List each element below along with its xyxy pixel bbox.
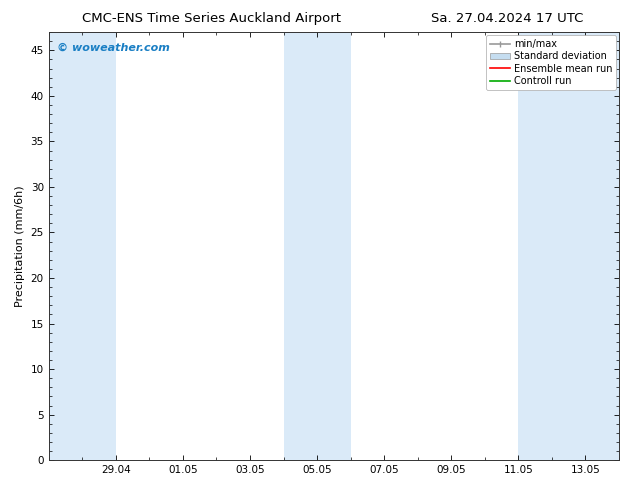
Text: CMC-ENS Time Series Auckland Airport: CMC-ENS Time Series Auckland Airport [82, 12, 342, 25]
Text: © woweather.com: © woweather.com [57, 43, 170, 53]
Bar [519, 32, 619, 460]
Y-axis label: Precipitation (mm/6h): Precipitation (mm/6h) [15, 185, 25, 307]
Bar [49, 32, 116, 460]
Text: Sa. 27.04.2024 17 UTC: Sa. 27.04.2024 17 UTC [431, 12, 583, 25]
Legend: min/max, Standard deviation, Ensemble mean run, Controll run: min/max, Standard deviation, Ensemble me… [486, 35, 616, 90]
Bar [283, 32, 351, 460]
